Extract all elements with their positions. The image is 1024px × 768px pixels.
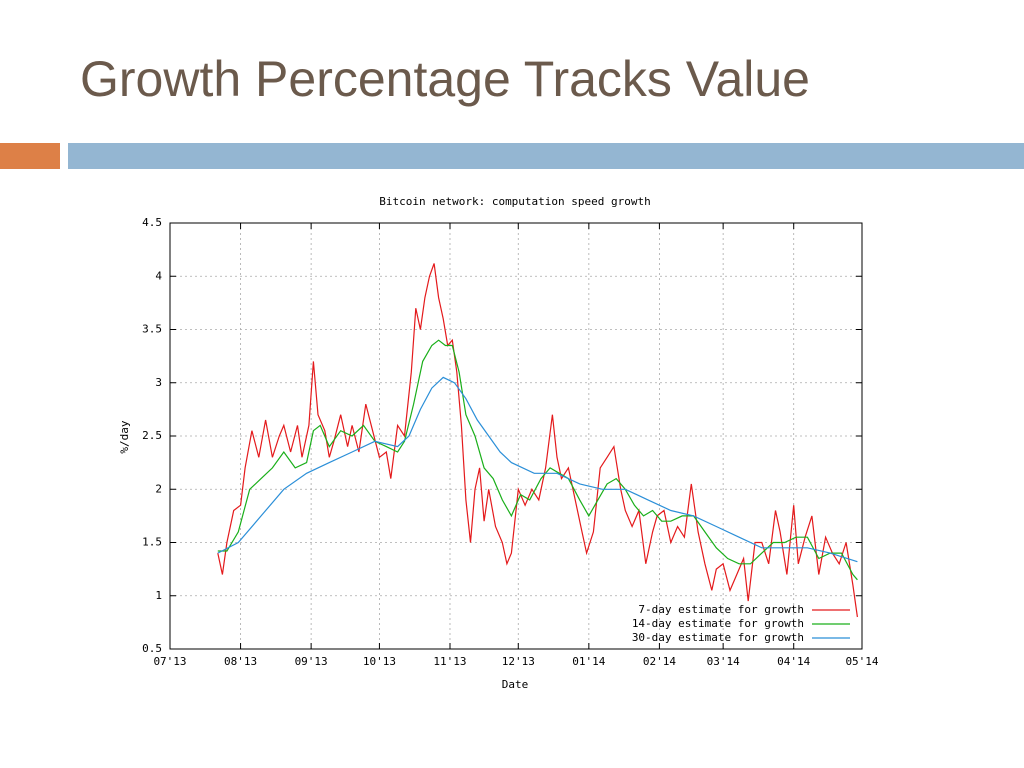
y-tick-label: 4 (155, 269, 162, 282)
x-axis-label: Date (502, 678, 529, 691)
x-tick-label: 12'13 (502, 655, 535, 668)
x-tick-label: 11'13 (433, 655, 466, 668)
y-axis-label: %/day (118, 420, 131, 453)
legend-label: 30-day estimate for growth (632, 631, 804, 644)
x-tick-label: 07'13 (153, 655, 186, 668)
y-tick-label: 3.5 (142, 323, 162, 336)
y-tick-label: 2.5 (142, 429, 162, 442)
y-tick-label: 1.5 (142, 536, 162, 549)
chart-title: Bitcoin network: computation speed growt… (379, 195, 651, 208)
x-tick-label: 05'14 (845, 655, 878, 668)
x-tick-label: 08'13 (224, 655, 257, 668)
y-tick-label: 2 (155, 482, 162, 495)
series-line (217, 263, 858, 618)
x-tick-label: 10'13 (363, 655, 396, 668)
x-tick-label: 09'13 (295, 655, 328, 668)
y-tick-label: 4.5 (142, 216, 162, 229)
x-tick-label: 04'14 (777, 655, 810, 668)
series-line (217, 376, 858, 563)
legend-label: 7-day estimate for growth (638, 603, 804, 616)
legend-label: 14-day estimate for growth (632, 617, 804, 630)
accent-bar (0, 143, 60, 169)
x-tick-label: 01'14 (572, 655, 605, 668)
series-line (217, 339, 858, 581)
x-tick-label: 03'14 (707, 655, 740, 668)
header-bar (68, 143, 1024, 169)
slide-title: Growth Percentage Tracks Value (80, 51, 810, 107)
y-tick-label: 3 (155, 376, 162, 389)
plot-frame (169, 222, 863, 650)
y-tick-label: 1 (155, 589, 162, 602)
x-tick-label: 02'14 (643, 655, 676, 668)
y-tick-label: 0.5 (142, 642, 162, 655)
